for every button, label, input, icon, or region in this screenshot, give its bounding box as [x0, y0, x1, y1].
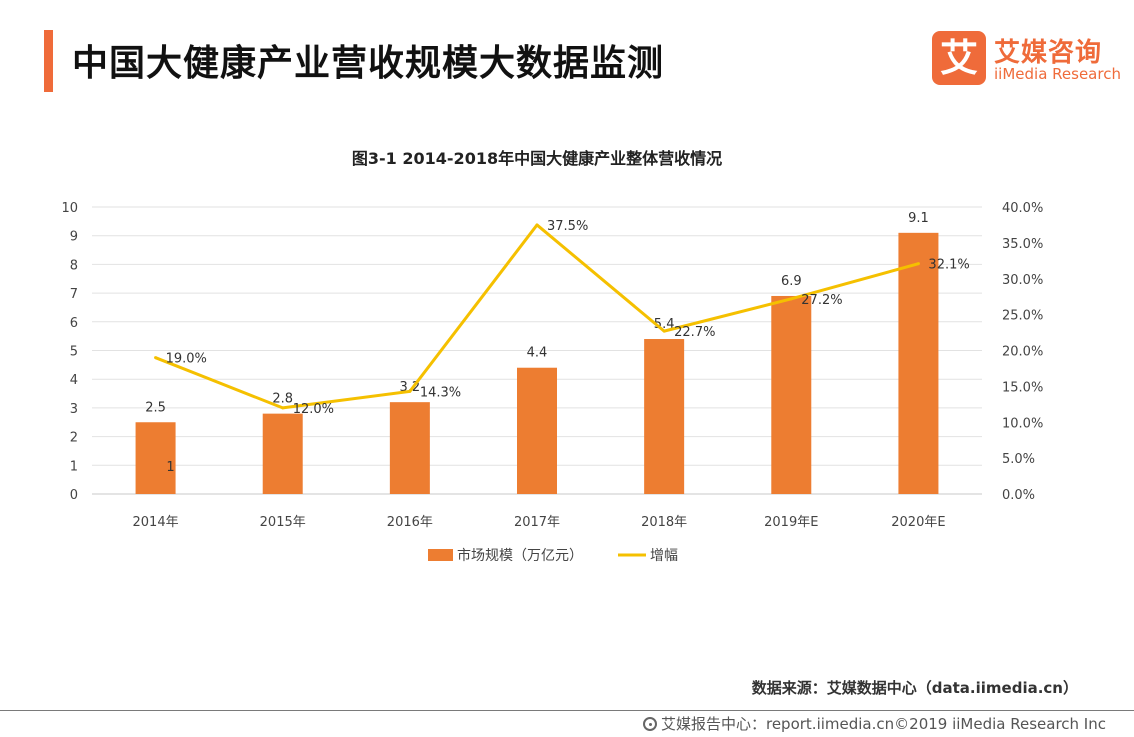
right-axis-tick-label: 30.0%	[1002, 273, 1043, 288]
bar	[771, 295, 812, 494]
x-axis-tick-label: 2015年	[260, 515, 306, 530]
left-axis-tick-label: 1	[70, 459, 78, 474]
bar-data-label: 2.5	[145, 400, 166, 415]
logo-mark-icon: 艾	[932, 31, 986, 85]
growth-point	[281, 406, 285, 410]
line-data-label: 37.5%	[547, 219, 588, 234]
x-axis-tick-label: 2019年E	[764, 515, 818, 530]
growth-point	[154, 356, 158, 360]
footer: 艾媒报告中心：report.iimedia.cn©2019 iiMedia Re…	[642, 713, 1106, 734]
bar	[644, 339, 685, 494]
x-axis-tick-label: 2018年	[641, 515, 687, 530]
line-data-label: 32.1%	[928, 258, 969, 273]
bar	[898, 232, 939, 494]
line-data-label: 27.2%	[801, 293, 842, 308]
chart-title: 图3-1 2014-2018年中国大健康产业整体营收情况	[352, 149, 722, 168]
legend-swatch-bar	[428, 549, 453, 561]
left-axis-tick-label: 10	[61, 201, 78, 216]
bar	[389, 402, 430, 494]
bar-inner-label: 1	[166, 460, 174, 475]
x-axis-tick-label: 2017年	[514, 515, 560, 530]
right-axis-tick-label: 15.0%	[1002, 380, 1043, 395]
left-axis-tick-label: 6	[70, 316, 78, 331]
right-axis-tick-label: 40.0%	[1002, 201, 1043, 216]
legend-label-bar: 市场规模（万亿元）	[457, 547, 583, 564]
line-data-label: 22.7%	[674, 325, 715, 340]
bar-data-label: 4.4	[527, 346, 548, 361]
right-axis-tick-label: 10.0%	[1002, 416, 1043, 431]
x-axis-tick-label: 2020年E	[891, 515, 945, 530]
right-axis-tick-label: 0.0%	[1002, 488, 1035, 503]
growth-point	[535, 223, 539, 227]
left-axis-tick-label: 5	[70, 345, 78, 360]
data-source: 数据来源：艾媒数据中心（data.iimedia.cn）	[751, 679, 1078, 697]
bar	[135, 422, 176, 494]
legend-label-line: 增幅	[650, 548, 678, 564]
growth-point	[916, 262, 920, 266]
globe-icon	[642, 716, 657, 731]
footer-divider	[0, 710, 1134, 711]
footer-text: 艾媒报告中心：report.iimedia.cn©2019 iiMedia Re…	[660, 715, 1106, 733]
left-axis-tick-label: 2	[70, 431, 78, 446]
logo-name-cn: 艾媒咨询	[994, 38, 1103, 68]
brand-logo: 艾 艾媒咨询 iiMedia Research	[932, 31, 1122, 87]
right-axis-tick-label: 5.0%	[1002, 452, 1035, 467]
growth-point	[408, 389, 412, 393]
page-title: 中国大健康产业营收规模大数据监测	[72, 43, 665, 84]
right-axis-tick-label: 25.0%	[1002, 309, 1043, 324]
left-axis-tick-label: 3	[70, 402, 78, 417]
growth-point	[662, 329, 666, 333]
bar	[517, 367, 557, 494]
right-axis-tick-label: 20.0%	[1002, 345, 1043, 360]
bar-data-label: 9.1	[908, 211, 929, 226]
growth-point	[789, 297, 793, 301]
left-axis-tick-label: 8	[70, 258, 78, 273]
right-axis-tick-label: 35.0%	[1002, 237, 1043, 252]
bar-data-label: 2.8	[272, 392, 293, 407]
line-data-label: 14.3%	[420, 385, 461, 400]
line-data-label: 12.0%	[293, 402, 334, 417]
left-axis-tick-label: 9	[70, 230, 78, 245]
title-accent-bar	[44, 30, 53, 92]
left-axis-tick-label: 4	[70, 373, 78, 388]
line-data-label: 19.0%	[166, 352, 207, 367]
bar-data-label: 6.9	[781, 274, 802, 289]
left-axis-tick-label: 0	[70, 488, 78, 503]
bar	[262, 413, 303, 494]
left-axis-tick-label: 7	[70, 287, 78, 302]
logo-name-en: iiMedia Research	[994, 65, 1121, 83]
x-axis-tick-label: 2014年	[133, 515, 179, 530]
x-axis-tick-label: 2016年	[387, 515, 433, 530]
